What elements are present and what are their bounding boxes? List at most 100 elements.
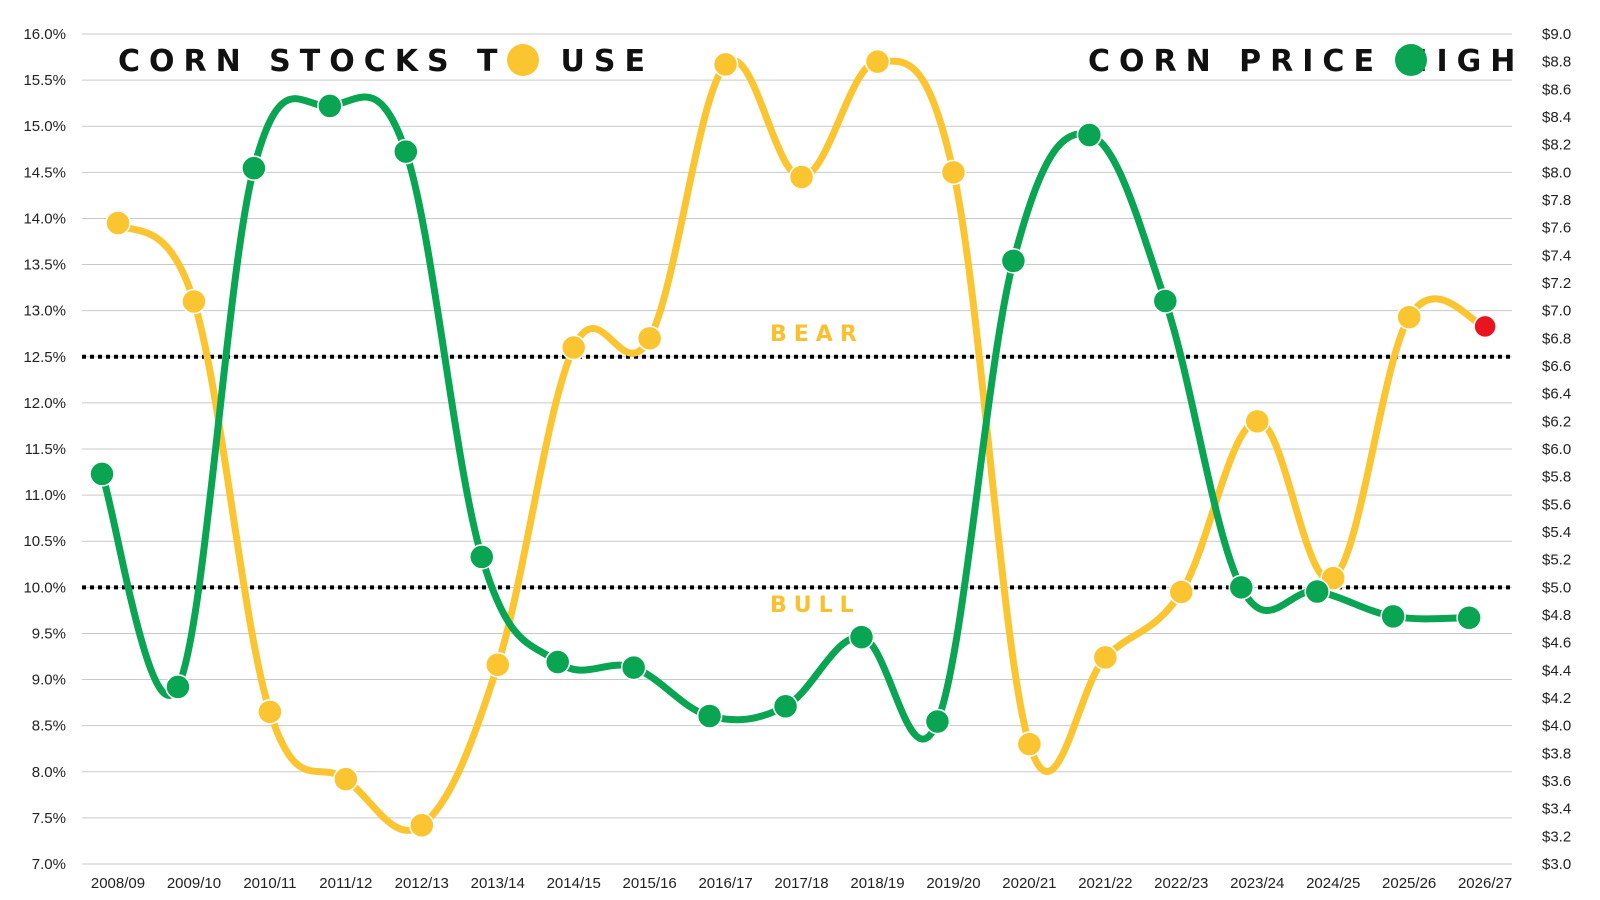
- right-tick-label: $3.4: [1542, 801, 1571, 818]
- data-point: [1244, 408, 1270, 435]
- data-point: [1304, 578, 1330, 605]
- legend-stocks: CORN STOCKS TO USE: [118, 44, 654, 79]
- right-tick-label: $3.2: [1542, 828, 1571, 845]
- left-tick-label: 10.0%: [23, 579, 66, 596]
- data-point: [181, 288, 207, 315]
- data-point: [1092, 644, 1119, 671]
- data-point: [1000, 248, 1027, 274]
- left-tick-label: 13.0%: [23, 303, 66, 320]
- x-axis-ticks: 2008/09 2009/10 2010/11 2011/12 2012/13 2013/…: [91, 875, 1512, 892]
- x-tick-label: 2024/25: [1306, 875, 1360, 892]
- right-axis-ticks: $9.0 $8.8 $8.6 $8.4 $8.2 $8.0 $7.8 $7.6 $7.4 $7.2…: [1542, 26, 1571, 873]
- right-tick-label: $6.0: [1542, 441, 1571, 458]
- data-point: [241, 155, 267, 181]
- right-tick-label: $6.6: [1542, 358, 1571, 375]
- right-tick-label: $7.4: [1542, 247, 1571, 264]
- x-tick-label: 2008/09: [91, 875, 145, 892]
- right-tick-label: $4.8: [1542, 607, 1571, 624]
- legend-stocks-dot: [507, 44, 539, 76]
- left-tick-label: 12.5%: [23, 349, 66, 366]
- right-tick-label: $5.2: [1542, 552, 1571, 569]
- series-price-high: [89, 93, 1482, 743]
- x-tick-label: 2012/13: [395, 875, 449, 892]
- right-tick-label: $7.2: [1542, 275, 1571, 292]
- data-point: [544, 649, 571, 675]
- legend-price-label: CORN PRICE HIGH: [1088, 44, 1524, 79]
- data-point: [409, 812, 435, 839]
- series-line: [98, 93, 1473, 743]
- left-tick-label: 8.5%: [32, 718, 66, 735]
- left-tick-label: 16.0%: [23, 26, 66, 43]
- data-point: [848, 624, 875, 650]
- right-tick-label: $5.0: [1542, 579, 1571, 596]
- x-tick-label: 2023/24: [1230, 875, 1284, 892]
- right-tick-label: $9.0: [1542, 26, 1571, 43]
- data-point: [333, 766, 359, 792]
- right-tick-label: $7.0: [1542, 303, 1571, 320]
- x-tick-label: 2020/21: [1002, 875, 1056, 892]
- data-point: [1380, 603, 1406, 630]
- right-tick-label: $8.8: [1542, 54, 1571, 71]
- right-tick-label: $7.6: [1542, 220, 1571, 237]
- data-point: [485, 652, 511, 678]
- data-point: [393, 138, 419, 165]
- data-point: [772, 693, 799, 720]
- right-tick-label: $6.2: [1542, 413, 1571, 430]
- right-tick-label: $4.0: [1542, 718, 1571, 735]
- right-tick-label: $3.8: [1542, 745, 1571, 762]
- x-tick-label: 2010/11: [243, 875, 296, 892]
- left-tick-label: 11.0%: [25, 487, 66, 504]
- left-tick-label: 13.5%: [23, 257, 66, 274]
- x-tick-label: 2015/16: [623, 875, 677, 892]
- right-tick-label: $5.4: [1542, 524, 1571, 541]
- bull-label: BULL: [770, 593, 861, 618]
- right-tick-label: $5.6: [1542, 496, 1571, 513]
- left-tick-label: 9.0%: [32, 672, 66, 689]
- left-tick-label: 14.0%: [23, 210, 66, 227]
- data-point: [1473, 314, 1497, 339]
- right-tick-label: $5.8: [1542, 469, 1571, 486]
- left-tick-label: 15.0%: [23, 118, 66, 135]
- data-point: [636, 325, 663, 352]
- data-point: [696, 703, 723, 729]
- data-point: [620, 654, 647, 681]
- x-tick-label: 2022/23: [1154, 875, 1208, 892]
- right-tick-label: $8.6: [1542, 81, 1571, 98]
- left-tick-label: 10.5%: [23, 533, 66, 550]
- left-axis-ticks: 16.0% 15.5% 15.0% 14.5% 14.0% 13.5% 13.0% 12.5%…: [23, 26, 66, 873]
- data-point: [1228, 574, 1254, 601]
- gridlines: [82, 33, 1512, 865]
- data-point: [1456, 605, 1482, 631]
- x-tick-label: 2013/14: [471, 875, 525, 892]
- x-tick-label: 2011/12: [319, 875, 372, 892]
- right-tick-label: $8.4: [1542, 109, 1571, 126]
- right-tick-label: $4.2: [1542, 690, 1571, 707]
- left-tick-label: 11.5%: [25, 441, 66, 458]
- right-tick-label: $8.2: [1542, 137, 1571, 154]
- data-point: [788, 164, 815, 190]
- data-point: [257, 699, 283, 725]
- left-tick-label: 8.0%: [32, 764, 66, 781]
- bear-label: BEAR: [770, 322, 864, 347]
- x-tick-label: 2025/26: [1382, 875, 1436, 892]
- right-tick-label: $8.0: [1542, 164, 1571, 181]
- reference-lines: [82, 354, 1512, 590]
- legend-price: CORN PRICE HIGH: [1088, 44, 1524, 79]
- data-point: [105, 210, 131, 236]
- right-tick-label: $6.4: [1542, 386, 1571, 403]
- data-point: [165, 674, 191, 700]
- data-point: [1016, 731, 1043, 757]
- right-tick-label: $4.6: [1542, 635, 1571, 652]
- x-tick-label: 2019/20: [926, 875, 980, 892]
- legend-price-dot: [1395, 44, 1427, 76]
- left-tick-label: 7.0%: [32, 856, 66, 873]
- x-tick-label: 2017/18: [774, 875, 828, 892]
- right-tick-label: $3.6: [1542, 773, 1571, 790]
- series-stocks-to-use: [105, 48, 1497, 839]
- left-tick-label: 14.5%: [23, 164, 66, 181]
- series-layer: [89, 48, 1497, 839]
- legend-stocks-label: CORN STOCKS TO USE: [118, 44, 654, 79]
- right-tick-label: $6.8: [1542, 330, 1571, 347]
- right-tick-label: $3.0: [1542, 856, 1571, 873]
